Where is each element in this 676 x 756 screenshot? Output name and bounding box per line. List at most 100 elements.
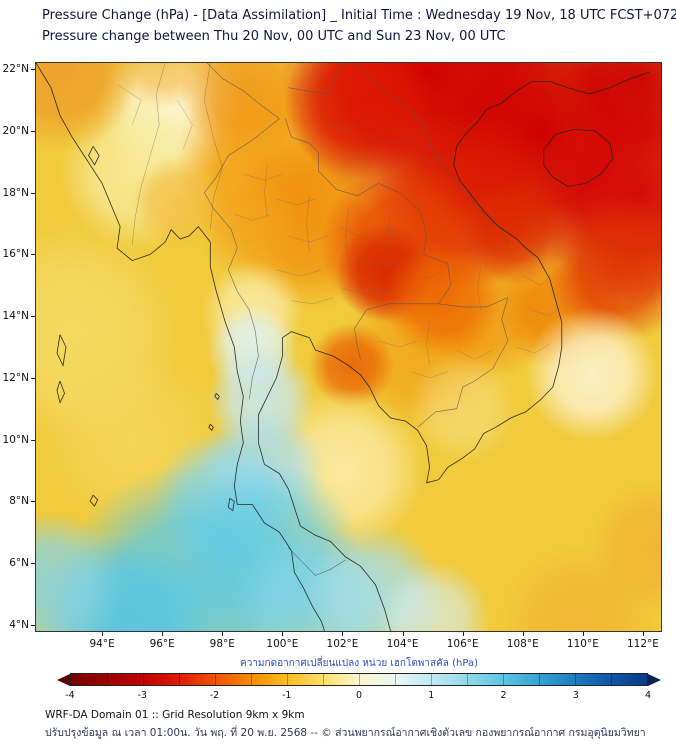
x-tick-label: 94°E xyxy=(89,638,115,650)
figure-subtitle: Pressure change between Thu 20 Nov, 00 U… xyxy=(42,29,506,44)
province-border-path xyxy=(345,208,349,264)
colorbar-tick-label: -4 xyxy=(65,690,75,701)
colorbar-segment-divider xyxy=(323,674,324,685)
province-border-path xyxy=(288,235,328,243)
y-axis-tick xyxy=(31,501,35,503)
x-axis-tick xyxy=(342,632,344,636)
x-tick-label: 106°E xyxy=(446,638,479,650)
coastline-path xyxy=(36,63,325,631)
province-border-path xyxy=(234,214,271,221)
river-path xyxy=(131,63,166,246)
province-border-path xyxy=(243,173,283,181)
y-axis-tick xyxy=(31,563,35,565)
colorbar-segment-divider xyxy=(287,674,288,685)
colorbar-segment-divider xyxy=(467,674,468,685)
coastline-path xyxy=(56,380,65,404)
coastline-overlay xyxy=(36,63,650,631)
colorbar-segment-divider xyxy=(539,674,540,685)
x-axis-tick xyxy=(582,632,584,636)
colorbar-tick-label: 2 xyxy=(500,690,507,701)
x-axis-tick xyxy=(222,632,224,636)
province-border-path xyxy=(116,84,142,125)
province-border-path xyxy=(342,288,388,295)
river-path xyxy=(204,63,223,230)
province-border-path xyxy=(402,272,442,280)
coastline-path xyxy=(89,494,99,507)
x-tick-label: 104°E xyxy=(386,638,419,650)
footer-domain-info: WRF-DA Domain 01 :: Grid Resolution 9km … xyxy=(45,709,305,721)
country-border-path xyxy=(207,63,280,119)
coastline-path xyxy=(258,71,650,631)
colorbar-segment-divider xyxy=(215,674,216,685)
y-tick-label: 20°N xyxy=(2,124,29,137)
province-border-path xyxy=(291,297,334,305)
y-tick-label: 12°N xyxy=(2,371,29,384)
colorbar-right-arrow-icon xyxy=(648,673,661,686)
x-tick-label: 100°E xyxy=(266,638,299,650)
province-border-path xyxy=(324,121,361,132)
colorbar-tick-label: 1 xyxy=(428,690,435,701)
province-border-path xyxy=(276,269,322,277)
province-border-path xyxy=(306,195,310,252)
country-border-path xyxy=(288,547,346,576)
colorbar xyxy=(57,673,661,686)
colorbar-segment-divider xyxy=(431,674,432,685)
province-border-path xyxy=(264,164,268,218)
x-tick-label: 102°E xyxy=(326,638,359,650)
x-tick-label: 98°E xyxy=(209,638,235,650)
province-border-path xyxy=(276,198,316,206)
country-border-path xyxy=(288,63,343,95)
y-tick-label: 6°N xyxy=(9,557,29,570)
y-tick-label: 18°N xyxy=(2,186,29,199)
footer-update-info: ปรับปรุงข้อมูล ณ เวลา 01:00น. วัน พฤ. ที… xyxy=(45,727,646,739)
y-axis-tick xyxy=(31,439,35,441)
colorbar-tick-label: -3 xyxy=(137,690,147,701)
x-axis-tick xyxy=(282,632,284,636)
colorbar-segment-divider xyxy=(395,674,396,685)
coastline-path xyxy=(543,128,614,187)
province-border-path xyxy=(444,118,478,132)
y-tick-label: 10°N xyxy=(2,433,29,446)
coastline-path xyxy=(56,334,67,367)
colorbar-segment-divider xyxy=(107,674,108,685)
colorbar-tick-row: -4 -3 -2 -1 0 1 2 3 4 xyxy=(65,690,651,702)
y-axis-tick xyxy=(31,130,35,132)
x-axis-tick xyxy=(642,632,644,636)
y-axis-tick xyxy=(31,254,35,256)
province-border-path xyxy=(369,136,409,144)
x-tick-label: 108°E xyxy=(506,638,539,650)
country-border-path xyxy=(354,303,439,360)
province-border-path xyxy=(411,371,448,379)
colorbar-label: ความกดอากาศเปลี่ยนแปลง หน่วย เฮกโตพาสคัล… xyxy=(240,658,478,669)
province-border-path xyxy=(387,211,391,267)
pressure-field-canvas xyxy=(36,63,661,631)
province-border-path xyxy=(177,99,193,150)
y-axis-tick xyxy=(31,69,35,71)
province-border-path xyxy=(456,349,493,360)
coastline-path xyxy=(88,146,100,166)
x-axis-tick xyxy=(162,632,164,636)
country-border-path xyxy=(417,297,509,428)
colorbar-tick-label: 3 xyxy=(572,690,579,701)
x-tick-label: 96°E xyxy=(149,638,175,650)
province-border-path xyxy=(522,275,550,286)
colorbar-gradient xyxy=(70,673,648,686)
coastline-path xyxy=(214,393,220,401)
province-border-path xyxy=(354,260,400,267)
x-axis-tick xyxy=(402,632,404,636)
map-plot xyxy=(35,62,662,632)
colorbar-left-arrow-icon xyxy=(57,673,70,686)
coastline-path xyxy=(227,497,235,512)
y-axis-tick xyxy=(31,316,35,318)
y-axis-tick xyxy=(31,377,35,379)
colorbar-segment-divider xyxy=(575,674,576,685)
colorbar-tick-label: 0 xyxy=(355,690,363,701)
y-tick-label: 16°N xyxy=(2,248,29,261)
colorbar-segment-divider xyxy=(359,674,360,685)
country-border-path xyxy=(352,63,509,246)
figure-title: Pressure Change (hPa) - [Data Assimilati… xyxy=(42,8,676,23)
province-border-path xyxy=(531,306,559,317)
x-axis-tick xyxy=(102,632,104,636)
province-border-path xyxy=(477,266,481,311)
